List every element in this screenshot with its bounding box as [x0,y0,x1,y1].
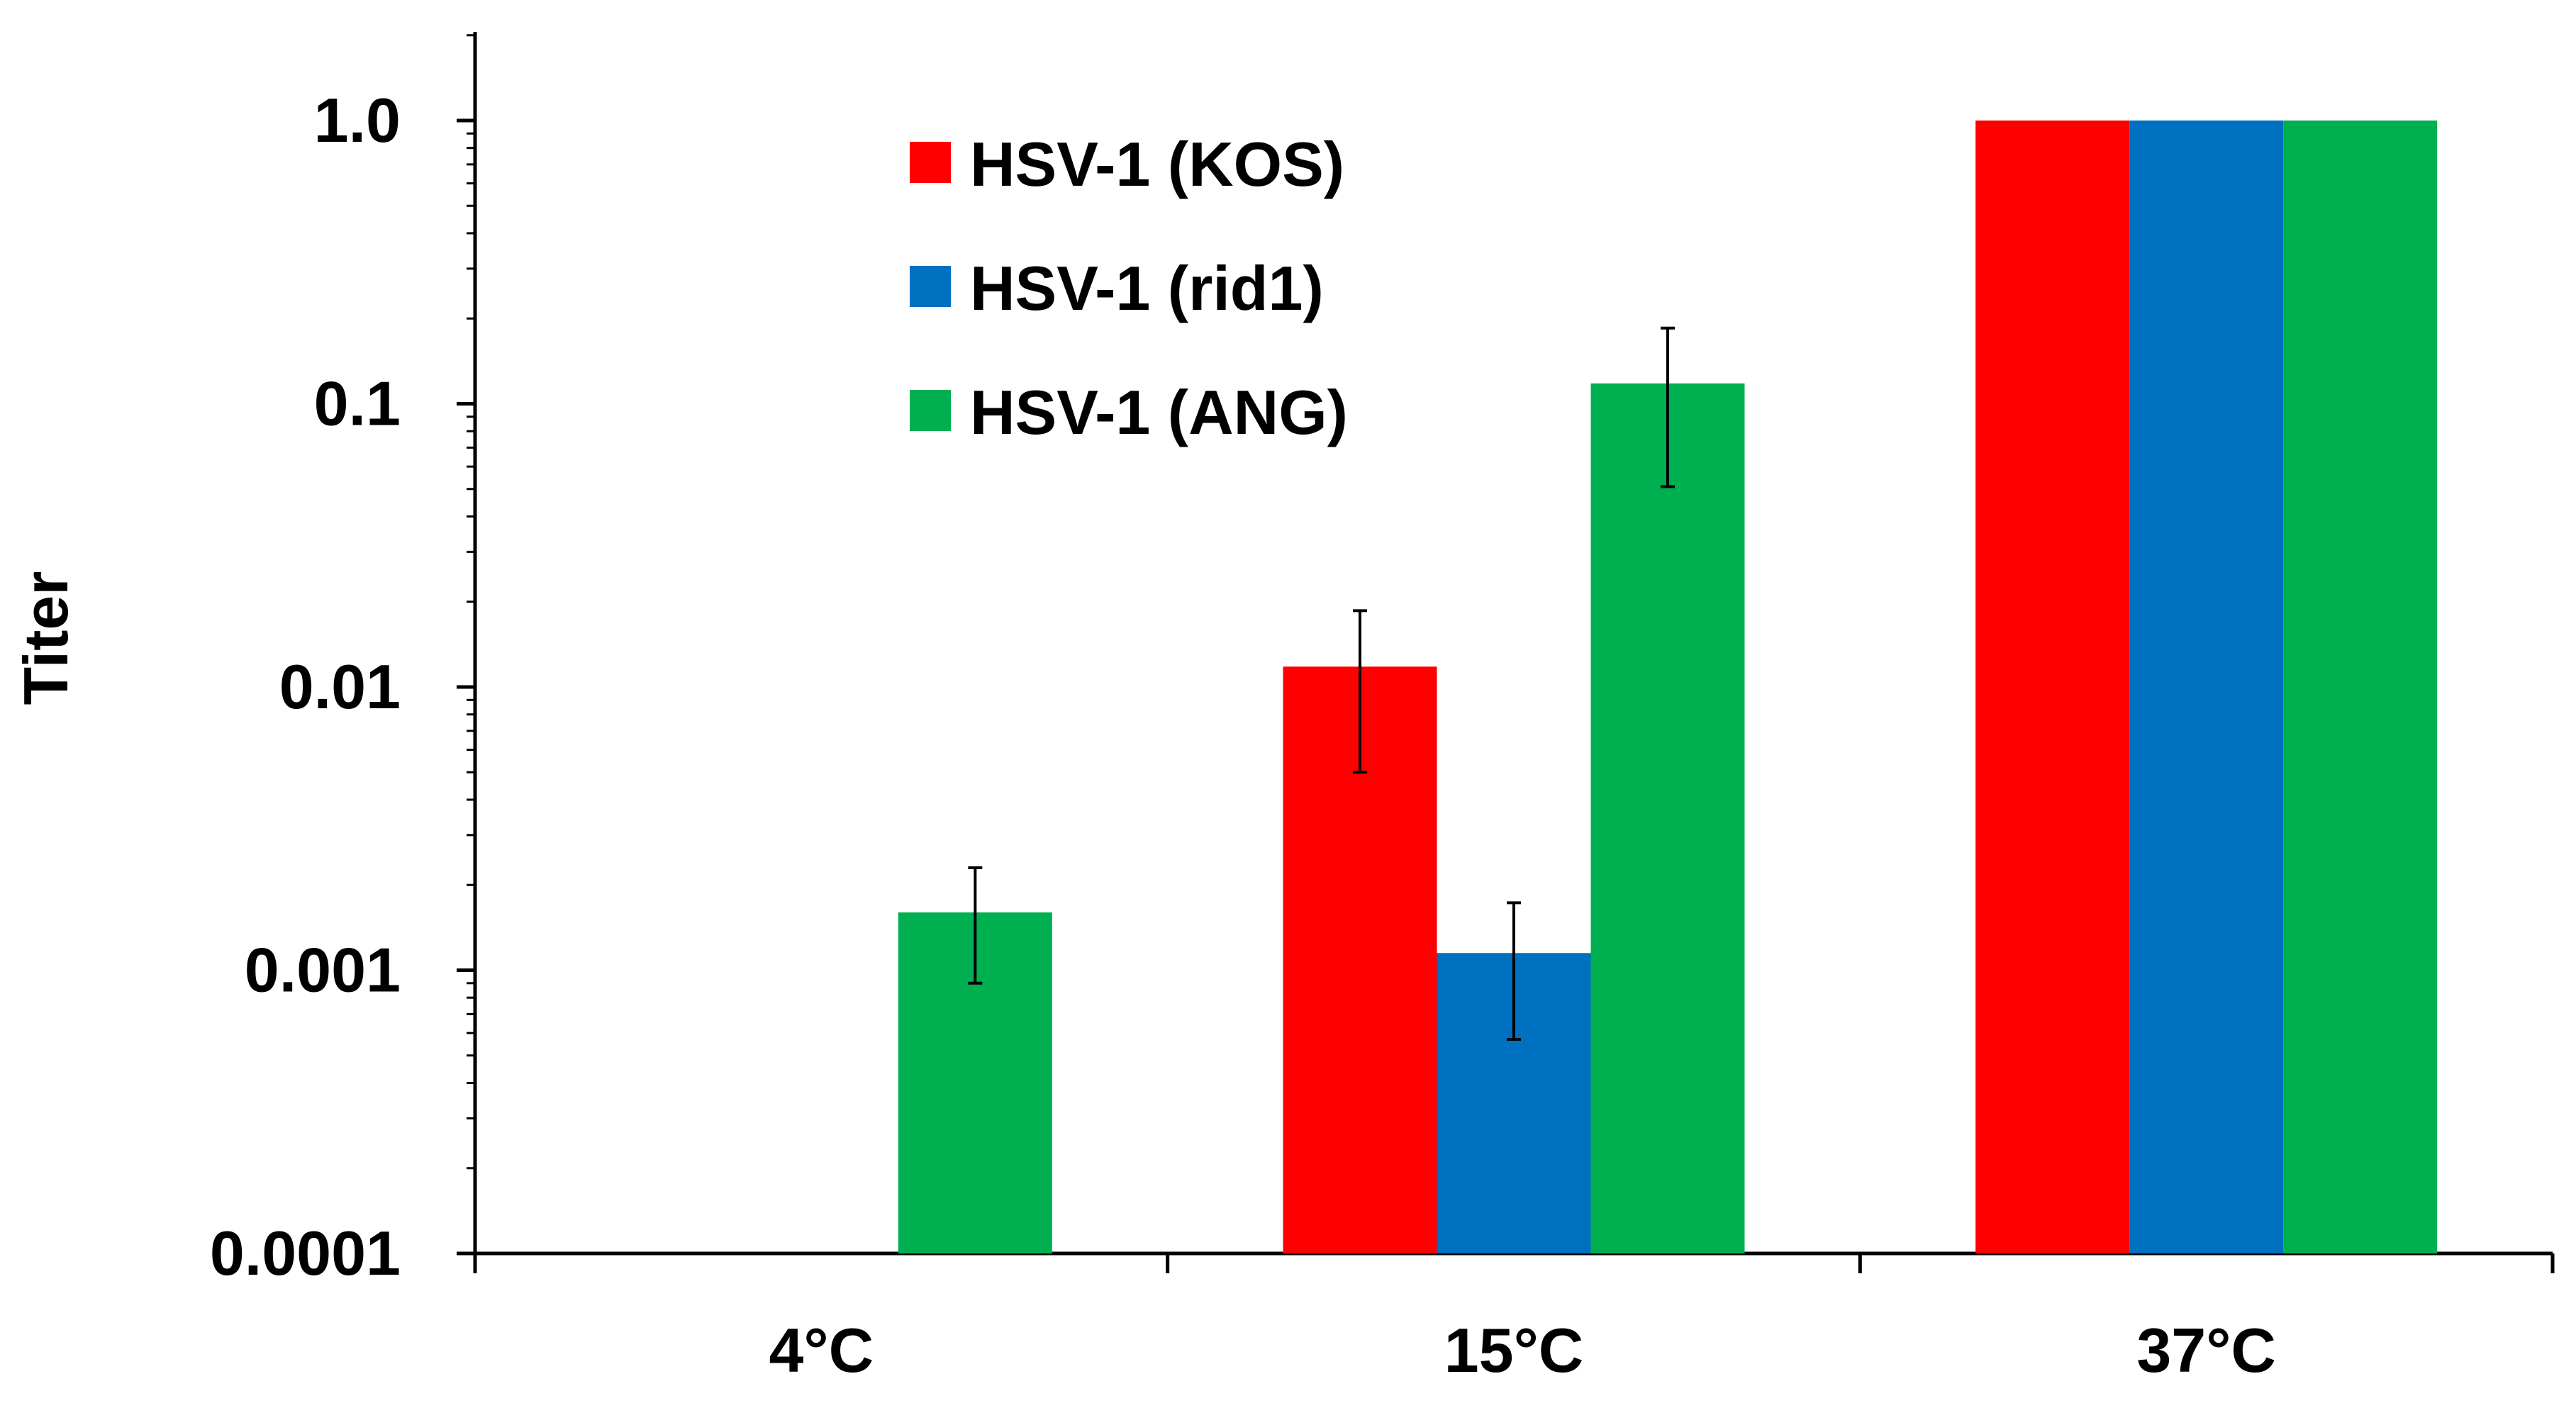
legend-label: HSV-1 (ANG) [970,377,1348,447]
y-tick-label: 1.0 [314,85,401,155]
bar-hsv-1-ang--2 [2283,121,2438,1253]
legend: HSV-1 (KOS) HSV-1 (rid1) HSV-1 (ANG) [910,129,1348,447]
legend-swatch [910,266,951,307]
bar-hsv-1-kos--2 [1975,121,2130,1253]
x-tick-label: 15°C [1444,1315,1584,1385]
y-tick-label: 0.001 [245,935,401,1005]
bars [898,121,2438,1253]
y-tick-label: 0.0001 [210,1218,401,1288]
legend-label: HSV-1 (KOS) [970,129,1344,199]
bar-hsv-1-ang--1 [1590,383,1745,1253]
y-tick-label: 0.1 [314,369,401,439]
x-tick-label: 4°C [769,1315,874,1385]
x-tick-label: 37°C [2136,1315,2276,1385]
y-tick-label: 0.01 [279,652,401,722]
y-axis: 1.0 0.1 0.01 0.001 0.0001 [210,32,477,1288]
legend-label: HSV-1 (rid1) [970,253,1324,323]
x-axis: 4°C 15°C 37°C [473,1251,2555,1385]
bar-hsv-1-rid1--2 [2129,121,2284,1253]
legend-swatch [910,142,951,183]
y-axis-title: Titer [11,571,81,705]
legend-swatch [910,390,951,431]
